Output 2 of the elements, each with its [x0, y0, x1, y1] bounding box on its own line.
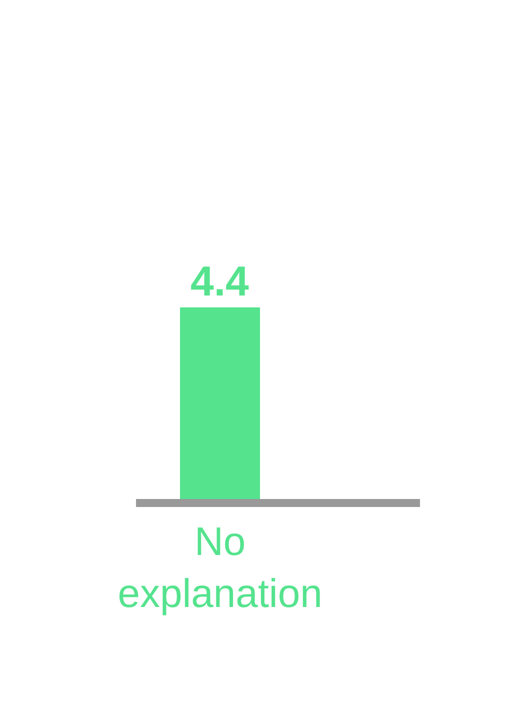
- data-label: 4.4: [190, 257, 250, 304]
- x-tick-label: No explanation: [118, 520, 322, 616]
